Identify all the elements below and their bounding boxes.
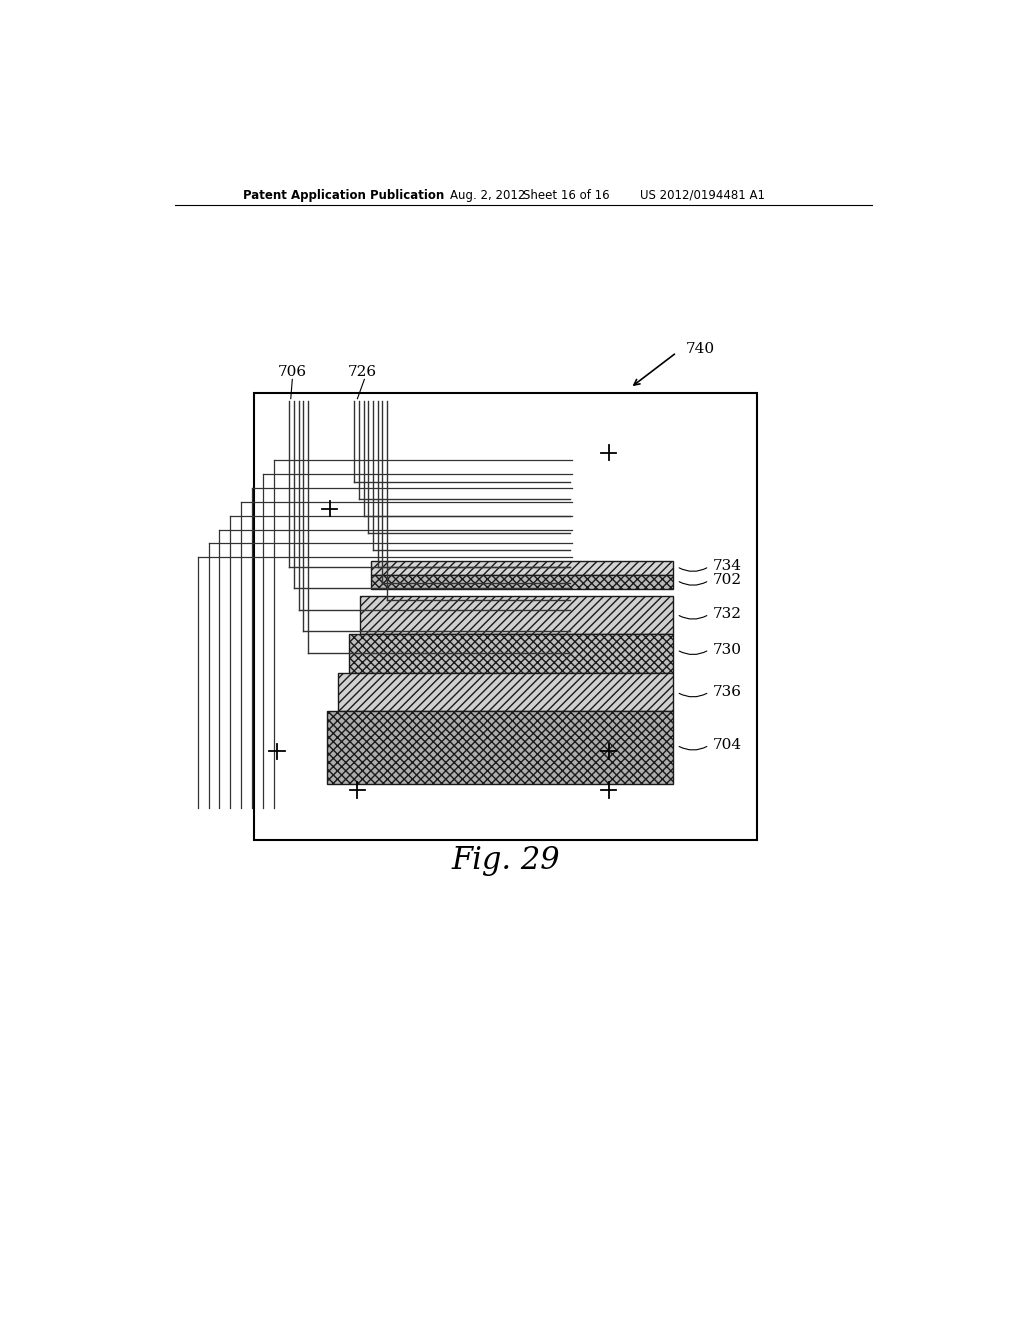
Text: 704: 704 xyxy=(713,738,742,752)
Bar xyxy=(359,595,673,635)
Text: 702: 702 xyxy=(713,573,742,587)
Text: US 2012/0194481 A1: US 2012/0194481 A1 xyxy=(640,189,765,202)
Bar xyxy=(371,561,673,576)
Bar xyxy=(328,711,673,784)
Text: Fig. 29: Fig. 29 xyxy=(452,845,560,876)
Bar xyxy=(349,635,673,673)
Text: Aug. 2, 2012: Aug. 2, 2012 xyxy=(450,189,525,202)
Bar xyxy=(254,393,757,840)
Bar xyxy=(338,673,673,711)
Text: 734: 734 xyxy=(713,560,742,573)
Text: 726: 726 xyxy=(347,366,377,379)
Bar xyxy=(371,576,673,589)
Text: 730: 730 xyxy=(713,643,742,656)
Text: 740: 740 xyxy=(686,342,715,356)
Text: 736: 736 xyxy=(713,685,742,700)
Text: Sheet 16 of 16: Sheet 16 of 16 xyxy=(523,189,610,202)
Text: Patent Application Publication: Patent Application Publication xyxy=(243,189,444,202)
Text: 706: 706 xyxy=(278,366,307,379)
Text: 732: 732 xyxy=(713,607,742,622)
